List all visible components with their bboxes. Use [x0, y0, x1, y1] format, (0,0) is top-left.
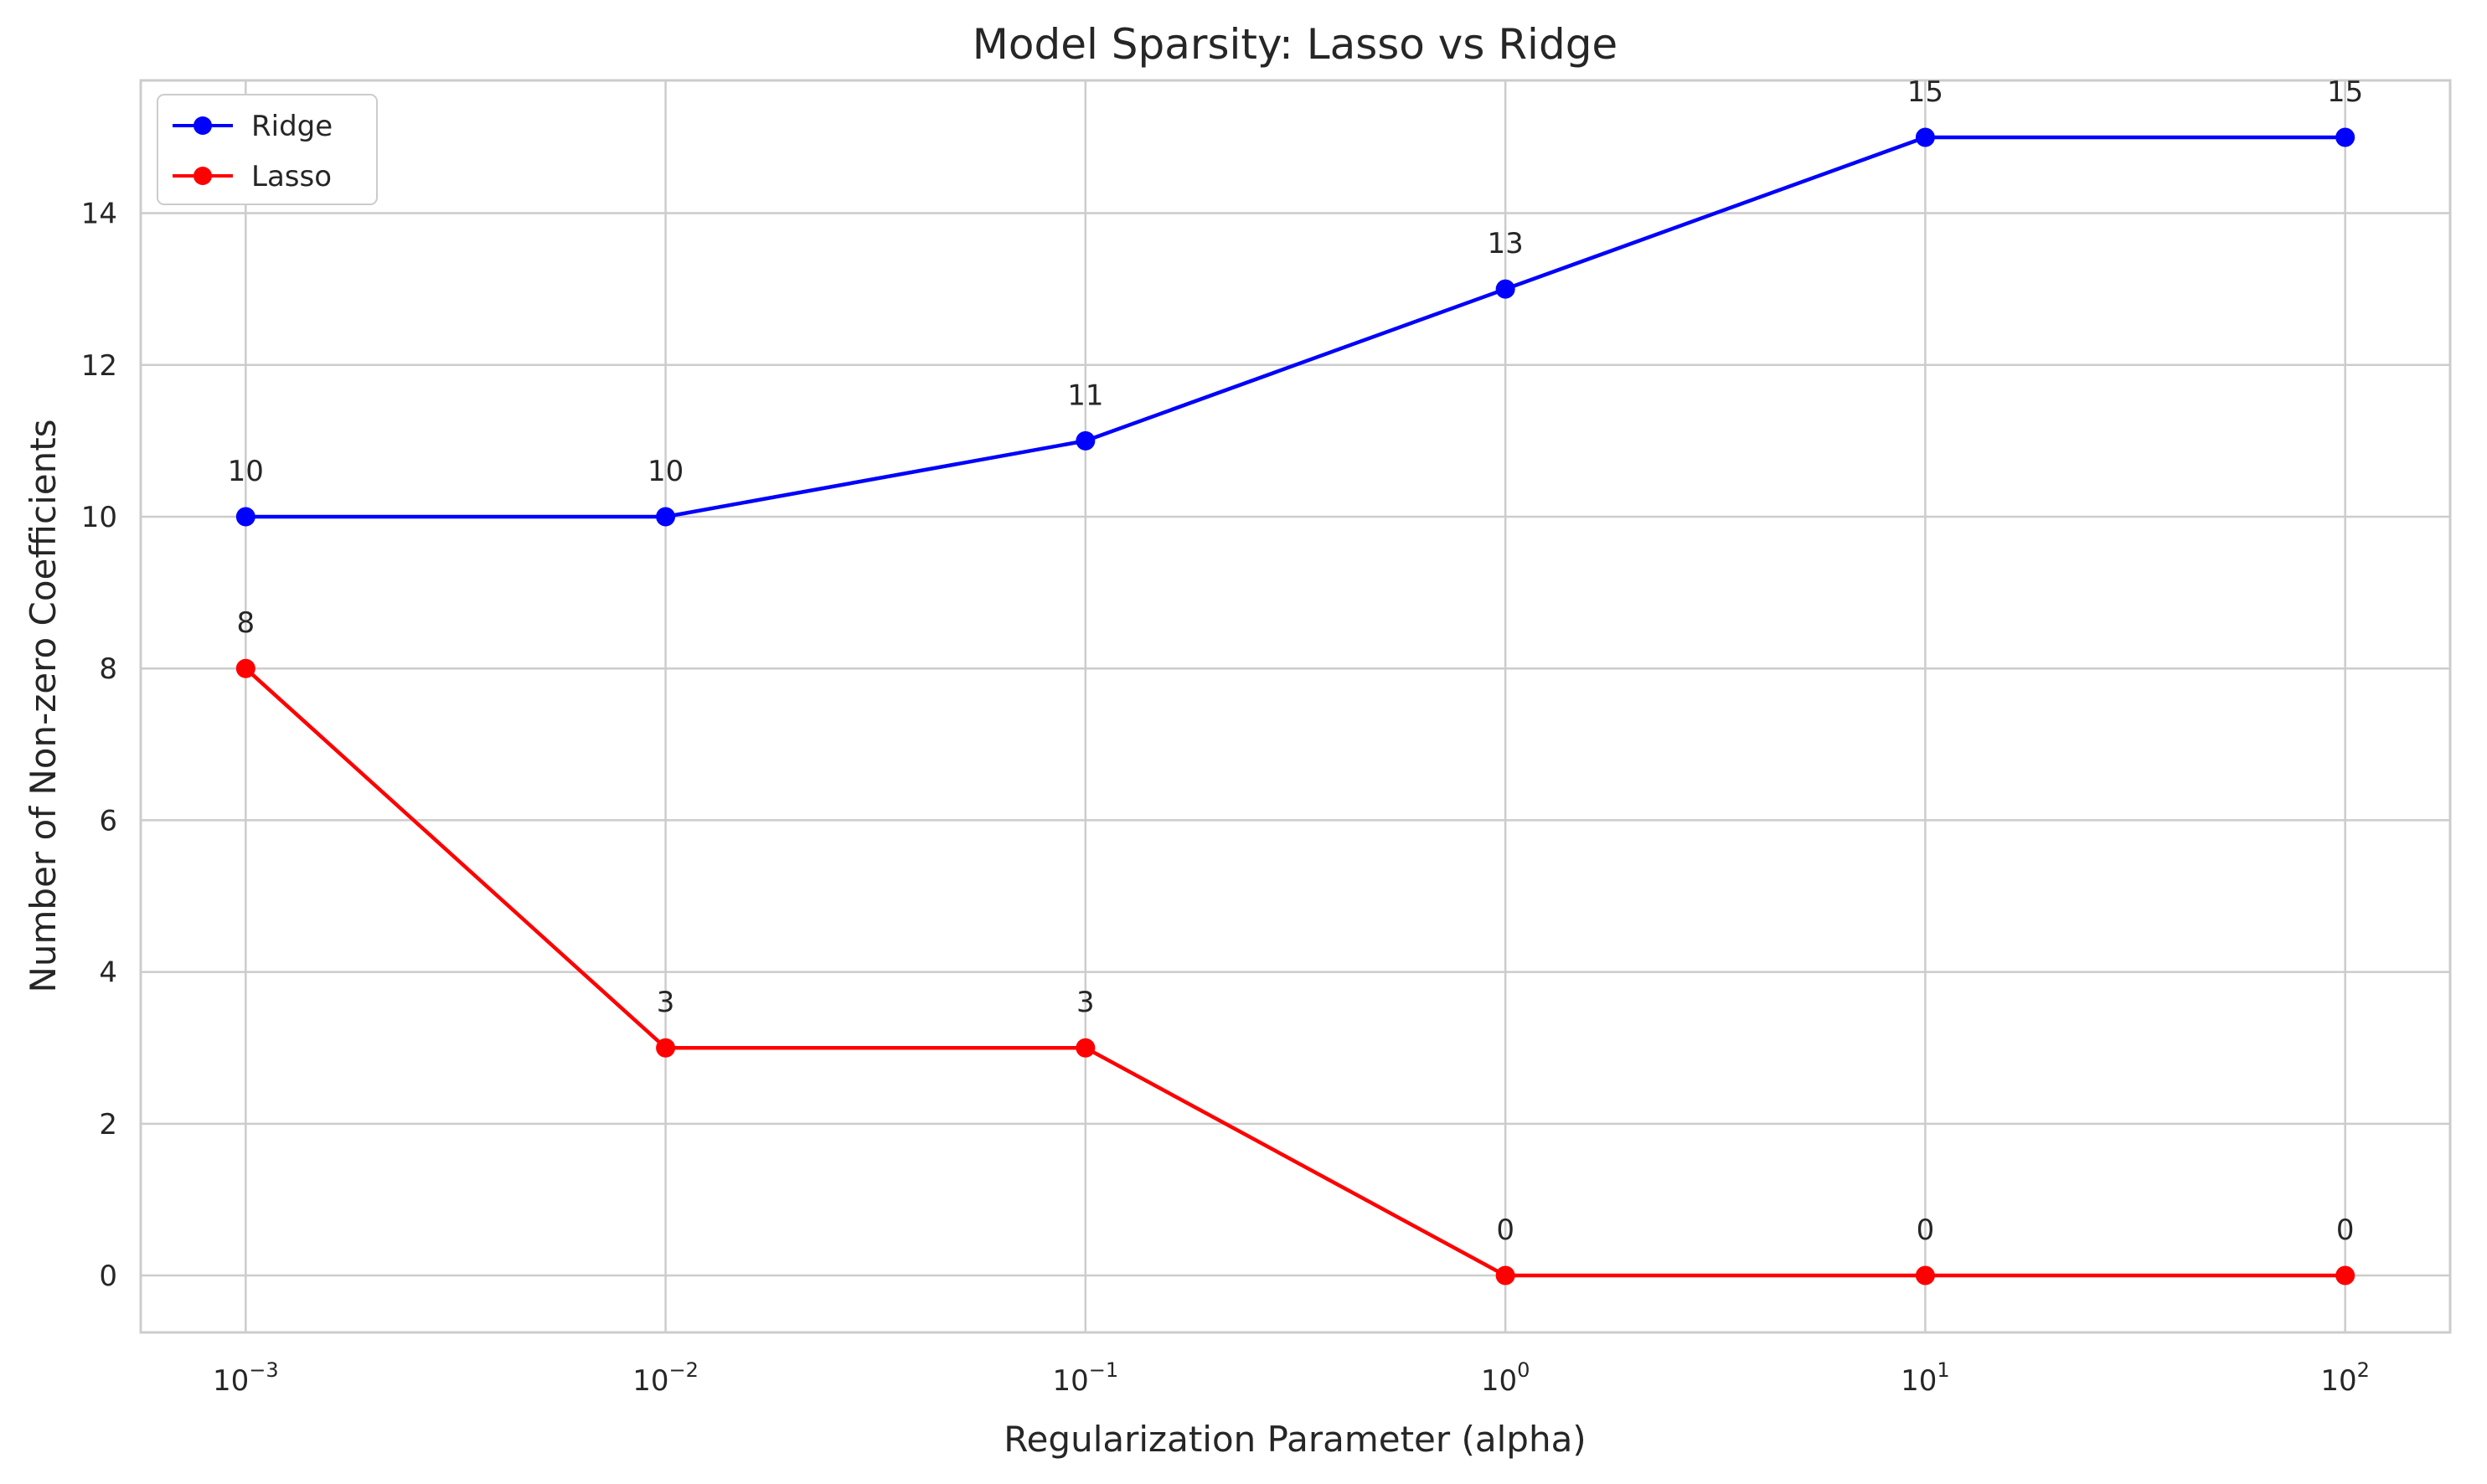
- series-line-ridge: [245, 135, 2345, 519]
- y-tick-label: 6: [99, 804, 117, 837]
- chart-title: Model Sparsity: Lasso vs Ridge: [973, 20, 1618, 69]
- data-label-lasso: 0: [1917, 1213, 1935, 1247]
- data-point-ridge: [1915, 127, 1935, 147]
- x-axis-label: Regularization Parameter (alpha): [1004, 1419, 1586, 1460]
- data-point-ridge: [1495, 279, 1515, 299]
- data-point-ridge: [235, 507, 255, 527]
- data-point-ridge: [1076, 430, 1096, 451]
- x-tick-label: 102: [2320, 1358, 2370, 1398]
- data-label-lasso: 0: [2336, 1213, 2355, 1247]
- x-tick-exponent: −3: [249, 1358, 278, 1382]
- data-point-lasso: [1495, 1265, 1515, 1286]
- x-tick-base: 10: [632, 1364, 668, 1398]
- x-tick-exponent: 0: [1517, 1358, 1530, 1382]
- data-label-ridge: 11: [1067, 379, 1103, 412]
- data-label-ridge: 13: [1488, 227, 1524, 260]
- data-label-ridge: 15: [2327, 75, 2363, 109]
- data-point-lasso: [235, 658, 255, 678]
- x-tick-exponent: 2: [2357, 1358, 2370, 1382]
- plot-frame: [139, 79, 2452, 1334]
- x-tick-exponent: −1: [1089, 1358, 1118, 1382]
- y-tick-label: 0: [99, 1260, 117, 1293]
- data-point-lasso: [1076, 1038, 1096, 1058]
- data-point-lasso: [2335, 1265, 2355, 1286]
- legend-marker-lasso: [193, 167, 212, 185]
- y-tick-label: 10: [81, 501, 117, 534]
- y-tick-label: 12: [81, 349, 117, 383]
- data-label-lasso: 8: [236, 606, 255, 640]
- series-line-lasso: [244, 667, 2345, 1278]
- legend-item-lasso: Lasso: [173, 160, 332, 193]
- data-label-ridge: 10: [648, 455, 684, 488]
- x-tick-base: 10: [1053, 1364, 1089, 1398]
- y-tick-label: 4: [99, 956, 117, 990]
- data-label-lasso: 3: [657, 986, 675, 1019]
- x-tick-label: 10−3: [213, 1358, 279, 1398]
- y-tick-label: 14: [81, 198, 117, 231]
- data-label-ridge: 15: [1907, 75, 1943, 109]
- legend-label-ridge: Ridge: [251, 110, 333, 143]
- x-tick-label: 10−2: [632, 1358, 699, 1398]
- x-tick-label: 10−1: [1053, 1358, 1119, 1398]
- x-tick-base: 10: [1901, 1364, 1937, 1398]
- data-labels: 10 10 11 13 15 15 8 3 3 0 0 0: [228, 75, 2364, 1247]
- legend-item-ridge: Ridge: [173, 110, 333, 143]
- x-tick-base: 10: [213, 1364, 249, 1398]
- data-point-lasso: [1915, 1265, 1935, 1286]
- data-label-lasso: 0: [1496, 1213, 1514, 1247]
- legend-label-lasso: Lasso: [251, 160, 332, 193]
- x-tick-exponent: 1: [1937, 1358, 1949, 1382]
- x-tick-base: 10: [1481, 1364, 1517, 1398]
- x-tick-label: 100: [1481, 1358, 1530, 1398]
- legend-marker-ridge: [193, 116, 212, 135]
- y-axis-label: Number of Non-zero Coefficients: [23, 419, 64, 992]
- data-label-ridge: 10: [228, 455, 264, 488]
- x-tick-exponent: −2: [669, 1358, 699, 1382]
- data-point-lasso: [656, 1038, 676, 1058]
- data-point-ridge: [656, 507, 676, 527]
- x-tick-base: 10: [2320, 1364, 2356, 1398]
- legend: Ridge Lasso: [157, 94, 378, 205]
- data-label-lasso: 3: [1076, 986, 1095, 1019]
- series-layer: [235, 127, 2355, 1286]
- y-tick-label: 8: [99, 652, 117, 686]
- data-point-ridge: [2335, 127, 2355, 147]
- y-tick-label: 2: [99, 1108, 117, 1141]
- x-tick-label: 101: [1901, 1358, 1950, 1398]
